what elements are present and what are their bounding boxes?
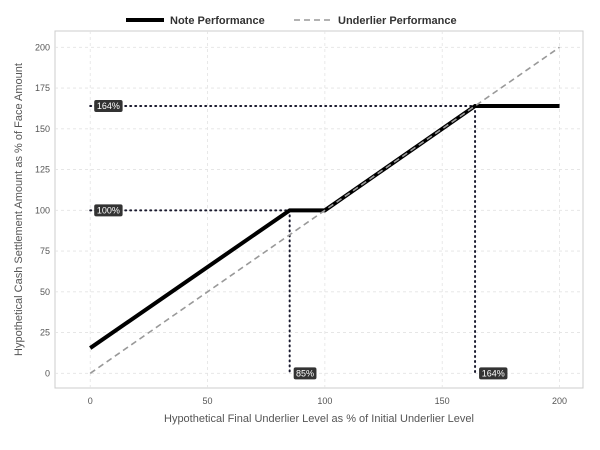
annotation-label: 100% (94, 204, 123, 217)
annotation-text: 164% (97, 101, 120, 111)
y-tick-label: 125 (35, 165, 50, 175)
plot-area (54, 30, 584, 389)
legend: Note Performance Underlier Performance (126, 15, 457, 27)
annotation-box (293, 367, 317, 380)
legend-label: Note Performance (170, 15, 265, 27)
x-tick-label: 150 (435, 396, 450, 406)
legend-label: Underlier Performance (338, 15, 457, 27)
series-group (89, 46, 560, 374)
annotation-text: 100% (97, 205, 120, 215)
annotation-label: 164% (94, 99, 123, 112)
reference-lines (89, 104, 477, 375)
tick-labels: 0 50 100 150 200 0 25 50 75 100 125 150 175 200 (35, 42, 567, 406)
y-tick-label: 75 (40, 246, 50, 256)
x-tick-label: 200 (552, 396, 567, 406)
y-axis-title: Hypothetical Cash Settlement Amount as %… (13, 63, 25, 356)
y-tick-label: 175 (35, 83, 50, 93)
y-tick-label: 100 (35, 205, 50, 215)
legend-item-underlier-performance: Underlier Performance (294, 15, 457, 27)
x-tick-label: 100 (317, 396, 332, 406)
annotation-label: 85% (293, 367, 317, 380)
x-tick-label: 0 (88, 396, 93, 406)
y-tick-label: 25 (40, 328, 50, 338)
annotation-label: 164% (479, 367, 508, 380)
annotations: 164% 100% 85% 164% (94, 99, 508, 380)
annotation-text: 85% (296, 368, 314, 378)
x-tick-label: 50 (203, 396, 213, 406)
series-note-performance (89, 103, 560, 350)
annotation-box (94, 99, 123, 112)
y-tick-label: 150 (35, 124, 50, 134)
annotation-text: 164% (482, 368, 505, 378)
y-tick-label: 50 (40, 287, 50, 297)
y-tick-label: 200 (35, 42, 50, 52)
plot-border (54, 30, 584, 389)
x-axis-title: Hypothetical Final Underlier Level as % … (164, 413, 474, 425)
series-underlier-performance (89, 46, 560, 374)
y-tick-label: 0 (45, 368, 50, 378)
legend-item-note-performance: Note Performance (126, 15, 265, 27)
annotation-box (479, 367, 508, 380)
annotation-box (94, 204, 123, 217)
